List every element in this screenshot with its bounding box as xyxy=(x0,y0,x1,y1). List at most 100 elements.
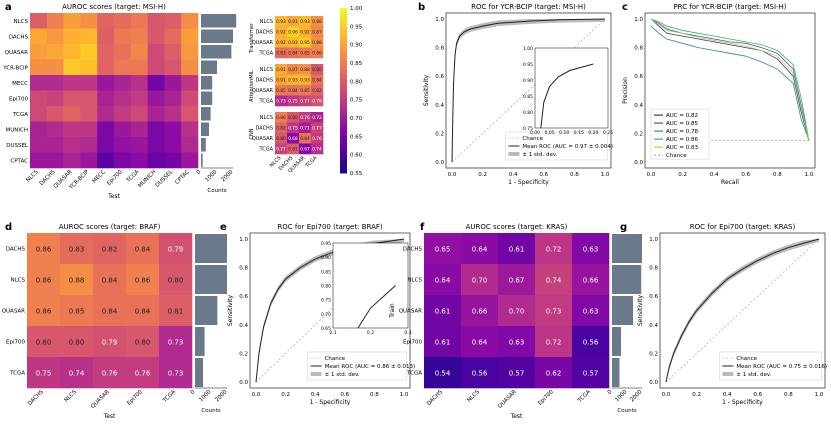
heatmap-cell-d xyxy=(93,326,127,358)
colorbar-tick: 1.00 xyxy=(350,6,363,12)
inset-y-tick-e: 0.85 xyxy=(321,269,331,275)
colorbar-tick: 0.55 xyxy=(350,171,363,177)
mini-heatmap-cell xyxy=(311,122,324,134)
heatmap-value-d: 0.81 xyxy=(168,308,184,316)
y-tick-label-a: MECC xyxy=(12,81,28,87)
counts-label-f: Counts xyxy=(617,408,636,414)
heatmap-value-d: 0.76 xyxy=(102,370,118,378)
colorbar-tick: 0.70 xyxy=(350,116,363,122)
panel-letter-e: e xyxy=(220,222,227,233)
heatmap-cell-d xyxy=(159,264,193,296)
colorbar-segment xyxy=(340,57,347,63)
x-axis-label-d: Test xyxy=(103,413,116,420)
mini-heatmap-cell xyxy=(287,47,300,59)
heatmap-cell-f xyxy=(424,326,462,358)
row-group-label: Transformer xyxy=(249,22,255,54)
heatmap-value-f: 0.61 xyxy=(509,246,525,254)
legend-label-g: Mean ROC (AUC = 0.75 ± 0.016) xyxy=(736,364,827,370)
heatmap-cell-f xyxy=(572,264,610,296)
mini-heatmap-cell xyxy=(275,16,288,27)
heatmap-value-f: 0.57 xyxy=(583,370,599,378)
mini-heatmap-value: 0.92 xyxy=(276,30,286,36)
heatmap-cell-a xyxy=(80,75,98,91)
x-tick-e: 0.0 xyxy=(252,392,261,398)
colorbar-segment xyxy=(340,94,347,100)
heatmap-cell-a xyxy=(97,75,115,91)
y-tick-b: 0.2 xyxy=(435,131,444,137)
heatmap-cell-d xyxy=(126,326,160,358)
mini-heatmap-cell xyxy=(275,133,288,144)
mini-heatmap-value: 0.83 xyxy=(276,51,286,57)
mini-heatmap-cell xyxy=(275,95,288,107)
colorbar-segment xyxy=(340,156,347,162)
heatmap-cell-a xyxy=(46,44,64,60)
panel-letter-a: a xyxy=(5,2,12,13)
heatmap-cell-f xyxy=(424,233,462,265)
colorbar-segment xyxy=(340,36,347,42)
heatmap-cell-d xyxy=(93,295,127,327)
mini-y-tick: TCGA xyxy=(258,99,273,105)
heatmap-value-d: 0.85 xyxy=(69,308,85,316)
heatmap-cell-a xyxy=(181,59,199,76)
heatmap-cell-f xyxy=(498,233,536,265)
legend-label-c: AUC = 0.83 xyxy=(666,145,698,151)
heatmap-value-f: 0.66 xyxy=(472,308,488,316)
mini-heatmap-value: 0.75 xyxy=(288,126,298,132)
mean-roc-line-g xyxy=(665,238,820,383)
heatmap-cell-a xyxy=(147,121,165,138)
y-tick-b: 0.8 xyxy=(435,46,444,52)
y-tick-label-a: DUSSEL xyxy=(6,143,29,149)
x-axis-label-a: Test xyxy=(107,193,120,200)
counts-bar-f xyxy=(612,265,642,294)
heatmap-cell-a xyxy=(164,75,182,91)
colorbar-segment xyxy=(340,16,347,21)
heatmap-value-d: 0.82 xyxy=(102,246,118,254)
legend-label-e: Chance xyxy=(325,356,346,362)
y-tick-label-d: DACHS xyxy=(6,247,26,253)
colorbar-segment xyxy=(340,107,347,112)
inset-y-tick-b: 1.00 xyxy=(523,46,533,52)
y-tick-c: 0.2 xyxy=(634,131,643,137)
heatmap-cell-d xyxy=(60,295,94,327)
mini-heatmap-cell xyxy=(287,26,300,38)
heatmap-cell-d xyxy=(126,357,160,389)
heatmap-cell-a xyxy=(30,75,48,91)
heatmap-cell-a xyxy=(97,121,115,138)
mini-heatmap-value: 0.77 xyxy=(300,99,310,105)
mini-y-tick: DACHS xyxy=(255,30,273,36)
mini-heatmap-cell xyxy=(311,47,324,59)
heatmap-cell-a xyxy=(63,90,81,107)
y-tick-e: 0.4 xyxy=(239,323,248,329)
legend-box-g xyxy=(719,351,822,381)
inset-x-tick-b: 0.00 xyxy=(530,130,540,136)
heatmap-value-f: 0.66 xyxy=(583,277,599,285)
heatmap-cell-f xyxy=(535,326,573,358)
heatmap-cell-f xyxy=(461,264,499,296)
x-tick-label-f: TCGA xyxy=(576,389,592,405)
mini-heatmap-value: 0.73 xyxy=(276,99,286,105)
counts-tick-f: 0 xyxy=(607,389,614,396)
mini-heatmap-value: 0.88 xyxy=(312,40,322,46)
heatmap-value-f: 0.63 xyxy=(509,339,525,347)
mini-heatmap-cell xyxy=(299,37,312,48)
counts-bar-a xyxy=(201,29,233,43)
heatmap-cell-a xyxy=(46,75,64,91)
heatmap-cell-f xyxy=(535,264,573,296)
x-tick-e: 1.0 xyxy=(400,392,409,398)
counts-tick-a: 2000 xyxy=(220,169,234,183)
x-tick-c: 1.0 xyxy=(805,172,814,178)
heatmap-cell-a xyxy=(30,121,48,138)
heatmap-cell-a xyxy=(46,59,64,76)
heatmap-value-d: 0.84 xyxy=(135,308,151,316)
heatmap-cell-d xyxy=(159,326,193,358)
x-tick-label-d: Epi700 xyxy=(126,389,144,407)
prc-line-c xyxy=(650,25,810,141)
mini-heatmap-cell xyxy=(275,74,288,86)
colorbar-segment xyxy=(340,140,347,145)
heatmap-cell-a xyxy=(97,13,115,29)
heatmap-cell-a xyxy=(63,121,81,138)
y-tick-c: 0.8 xyxy=(634,46,643,52)
legend-label-b: Chance xyxy=(522,136,543,142)
mini-heatmap-value: 0.82 xyxy=(312,88,322,94)
